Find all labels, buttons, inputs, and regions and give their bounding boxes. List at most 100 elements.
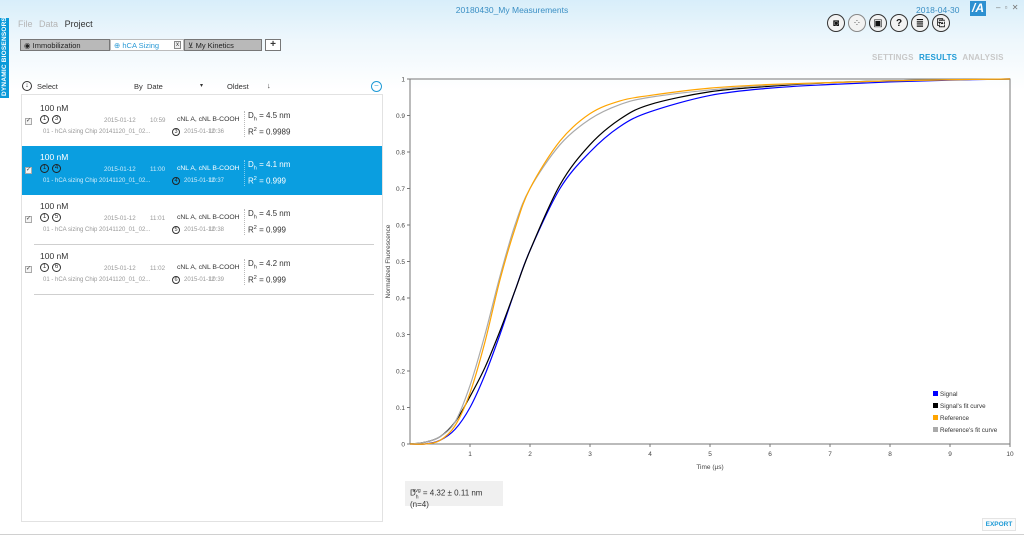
- source-spot-badge: 3: [172, 128, 180, 136]
- view-switcher: SETTINGS RESULTS ANALYSIS: [872, 53, 1007, 62]
- average-diameter-value: = 4.32 ± 0.11 nm (n=4): [410, 488, 483, 510]
- measurement-time: 11:02: [150, 265, 166, 272]
- source-date: 2015-01-12: [184, 277, 215, 283]
- tab-label: My Kinetics: [195, 41, 234, 50]
- scatter-icon[interactable]: ⁘: [848, 14, 866, 32]
- legend-swatch: [933, 415, 938, 420]
- source-file: 01 - hCA sizing Chip 20141120_01_02...: [43, 277, 151, 283]
- eye-icon: ◉: [24, 41, 31, 50]
- measurement-row[interactable]: ✓ 100 nM 1 6 2015-01-12 11:02 cNL A, cNL…: [22, 245, 382, 295]
- menu-file[interactable]: File: [18, 19, 33, 29]
- export-doc-icon[interactable]: ⎘: [932, 14, 950, 32]
- export-button[interactable]: EXPORT: [982, 518, 1016, 531]
- tab-label: Immobilization: [32, 41, 81, 50]
- tab-my-kinetics[interactable]: ⊻ My Kinetics: [184, 39, 262, 51]
- hydrodynamic-diameter: = 4.1 nm: [256, 160, 291, 169]
- save-icon[interactable]: ▣: [869, 14, 887, 32]
- row-checkbox[interactable]: ✓: [25, 266, 32, 273]
- select-label[interactable]: Select: [37, 82, 58, 91]
- x-tick-label: 3: [588, 451, 592, 458]
- source-time: 10:36: [209, 129, 225, 135]
- row-checkbox[interactable]: ✓: [25, 118, 32, 125]
- fit-result: Dh = 4.5 nm R2 = 0.999: [244, 209, 290, 236]
- chip-type: cNL A, cNL B-COOH: [177, 214, 240, 221]
- spot-badge: 5: [52, 213, 61, 222]
- view-analysis[interactable]: ANALYSIS: [962, 53, 1004, 62]
- tab-immobilization[interactable]: ◉ Immobilization: [20, 39, 110, 51]
- brand-label: DYNAMIC BIOSENSORS: [1, 16, 8, 96]
- sort-arrow-icon[interactable]: ↓: [267, 81, 271, 90]
- tab-hca-sizing[interactable]: ⊕ hCA Sizing x: [110, 39, 184, 51]
- source-time: 10:37: [209, 178, 225, 184]
- hydrodynamic-diameter: = 4.5 nm: [256, 111, 291, 120]
- camera-icon[interactable]: ◙: [827, 14, 845, 32]
- chevron-down-icon[interactable]: ▾: [200, 83, 204, 89]
- y-tick-label: 0.3: [396, 332, 405, 339]
- row-checkbox[interactable]: ✓: [25, 167, 32, 174]
- current-date: 2018-04-30: [916, 5, 960, 15]
- x-tick-label: 5: [708, 451, 712, 458]
- source-file: 01 - hCA sizing Chip 20141120_01_02...: [43, 178, 151, 184]
- help-icon[interactable]: ?: [890, 14, 908, 32]
- row-checkbox[interactable]: ✓: [25, 216, 32, 223]
- y-tick-label: 1: [401, 77, 405, 84]
- view-results[interactable]: RESULTS: [919, 53, 958, 62]
- r-squared: = 0.999: [256, 275, 286, 285]
- source-file: 01 - hCA sizing Chip 20141120_01_02...: [43, 129, 151, 135]
- legend-swatch: [933, 427, 938, 432]
- measurement-list: ✓ 100 nM 1 3 2015-01-12 10:59 cNL A, cNL…: [21, 94, 383, 522]
- x-tick-label: 2: [528, 451, 532, 458]
- tab-label: hCA Sizing: [122, 41, 160, 50]
- measurement-time: 11:00: [150, 166, 166, 173]
- menu-data[interactable]: Data: [39, 19, 59, 29]
- view-settings[interactable]: SETTINGS: [872, 53, 914, 62]
- x-axis-label: Time (µs): [696, 464, 723, 471]
- series-line-2: [409, 78, 1011, 445]
- legend-label: Reference: [940, 415, 970, 422]
- toolbar: ◙ ⁘ ▣ ? ≣ ⎘: [827, 14, 953, 32]
- row-divider: [34, 294, 374, 295]
- legend-swatch: [933, 391, 938, 396]
- y-tick-label: 0.4: [396, 296, 405, 303]
- measurement-date: 2015-01-12: [104, 265, 136, 272]
- measurement-row-selected[interactable]: ✓ 100 nM 1 4 2015-01-12 11:00 cNL A, cNL…: [22, 146, 382, 195]
- legend-label: Signal: [940, 391, 958, 398]
- x-tick-label: 6: [768, 451, 772, 458]
- channel-badge: 1: [40, 213, 49, 222]
- measurement-date: 2015-01-12: [104, 215, 136, 222]
- fit-result: Dh = 4.5 nm R2 = 0.9989: [244, 111, 291, 138]
- source-spot-badge: 6: [172, 276, 180, 284]
- collapse-icon[interactable]: –: [371, 81, 382, 92]
- hydrodynamic-diameter: = 4.2 nm: [256, 259, 291, 268]
- measurement-row[interactable]: ✓ 100 nM 1 3 2015-01-12 10:59 cNL A, cNL…: [22, 97, 382, 147]
- spot-badge: 6: [52, 263, 61, 272]
- x-tick-label: 8: [888, 451, 892, 458]
- legend-label: Reference's fit curve: [940, 427, 998, 434]
- fit-result: Dh = 4.2 nm R2 = 0.999: [244, 259, 291, 286]
- sort-order-label[interactable]: Oldest: [227, 82, 249, 91]
- notes-icon[interactable]: ≣: [911, 14, 929, 32]
- y-axis-label: Normalized Fluorescence: [385, 224, 392, 298]
- measurement-time: 10:59: [150, 117, 166, 124]
- fit-result: Dh = 4.1 nm R2 = 0.999: [244, 160, 291, 187]
- sort-by-label: By: [134, 82, 143, 91]
- close-tab-icon[interactable]: x: [174, 41, 181, 49]
- menu-project[interactable]: Project: [64, 19, 93, 29]
- y-tick-label: 0.9: [396, 113, 405, 120]
- average-diameter-summary: Dhavg = 4.32 ± 0.11 nm (n=4): [405, 481, 503, 509]
- y-tick-label: 0.2: [396, 369, 405, 376]
- legend-label: Signal's fit curve: [940, 403, 986, 410]
- window-controls[interactable]: – ▫ ✕: [996, 3, 1020, 12]
- chip-type: cNL A, cNL B-COOH: [177, 116, 240, 123]
- select-all-icon[interactable]: ↓: [22, 81, 32, 91]
- list-header: ↓ Select By Date ▾ Oldest ↓ –: [22, 81, 382, 93]
- sort-field-select[interactable]: Date: [147, 82, 163, 91]
- r-squared: = 0.999: [256, 225, 286, 235]
- measurement-time: 11:01: [150, 215, 166, 222]
- chip-type: cNL A, cNL B-COOH: [177, 165, 240, 172]
- bottom-divider: [0, 534, 1024, 535]
- measurement-row[interactable]: ✓ 100 nM 1 5 2015-01-12 11:01 cNL A, cNL…: [22, 195, 382, 245]
- legend-swatch: [933, 403, 938, 408]
- concentration: 100 nM: [40, 251, 69, 261]
- add-tab-button[interactable]: +: [265, 39, 281, 51]
